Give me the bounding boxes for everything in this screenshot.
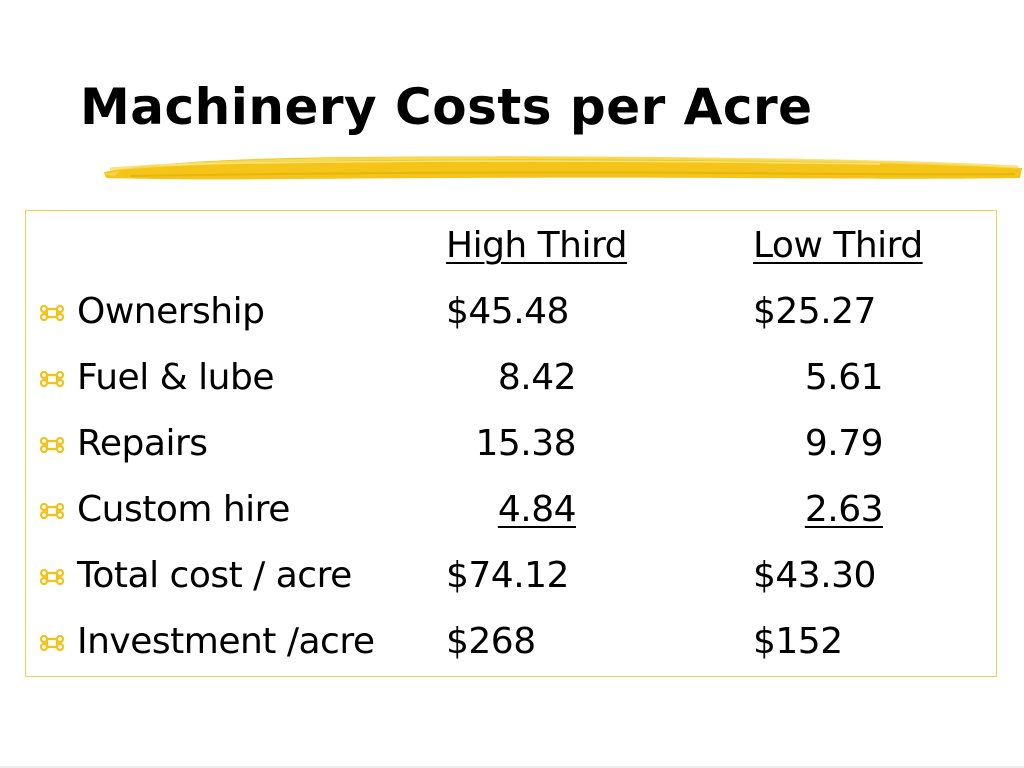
row-label: Investment /acre — [77, 621, 375, 662]
table-row: Fuel & lube 8.42 5.61 — [26, 353, 996, 403]
high-third-value-underlined: 4.84 — [497, 489, 577, 530]
command-key-icon — [38, 551, 76, 601]
high-third-value: $268 — [446, 621, 536, 662]
high-third-value: $74.12 — [446, 555, 569, 596]
row-label: Ownership — [77, 291, 265, 332]
command-key-icon — [38, 287, 76, 337]
row-label: Total cost / acre — [77, 555, 352, 596]
low-third-value: 2.63 — [753, 485, 884, 535]
command-key-icon — [38, 485, 76, 535]
high-third-value: $45.48 — [446, 291, 569, 332]
title-underline-brushstroke — [102, 156, 1022, 180]
slide-title: Machinery Costs per Acre — [80, 78, 813, 136]
high-third-value: 4.84 — [446, 485, 577, 535]
low-third-value-underlined: 2.63 — [804, 489, 884, 530]
command-key-icon — [38, 617, 76, 667]
table-row: Total cost / acre $74.12 $43.30 — [26, 551, 996, 601]
row-label: Repairs — [77, 423, 208, 464]
high-third-value: 15.38 — [475, 423, 576, 464]
command-key-icon — [38, 353, 76, 403]
row-label: Custom hire — [77, 489, 290, 530]
low-third-value: 5.61 — [804, 357, 884, 398]
low-third-value: $43.30 — [753, 555, 876, 596]
table-row: Repairs 15.38 9.79 — [26, 419, 996, 469]
table-row: Custom hire 4.84 2.63 — [26, 485, 996, 535]
slide-bottom-edge — [0, 766, 1024, 768]
cost-table-box: High Third Low Third Ownership $45.48 $2… — [25, 210, 997, 677]
low-third-value: $152 — [753, 621, 843, 662]
header-low-third: Low Third — [753, 225, 923, 266]
high-third-value: 8.42 — [497, 357, 577, 398]
command-key-icon — [38, 419, 76, 469]
row-label: Fuel & lube — [77, 357, 274, 398]
table-header-row: High Third Low Third — [26, 221, 996, 271]
low-third-value: $25.27 — [753, 291, 876, 332]
low-third-value: 9.79 — [804, 423, 884, 464]
table-row: Ownership $45.48 $25.27 — [26, 287, 996, 337]
table-row: Investment /acre $268 $152 — [26, 617, 996, 667]
header-high-third: High Third — [446, 225, 628, 266]
